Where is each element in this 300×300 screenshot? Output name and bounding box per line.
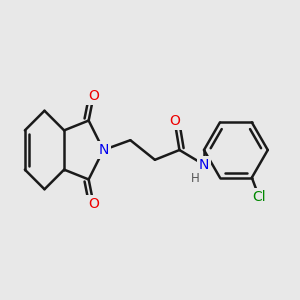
Text: O: O: [88, 197, 99, 211]
Text: H: H: [191, 172, 200, 185]
Text: Cl: Cl: [252, 190, 266, 204]
Text: N: N: [199, 158, 209, 172]
Text: O: O: [88, 89, 99, 103]
Text: O: O: [169, 114, 180, 128]
Text: N: N: [98, 143, 109, 157]
